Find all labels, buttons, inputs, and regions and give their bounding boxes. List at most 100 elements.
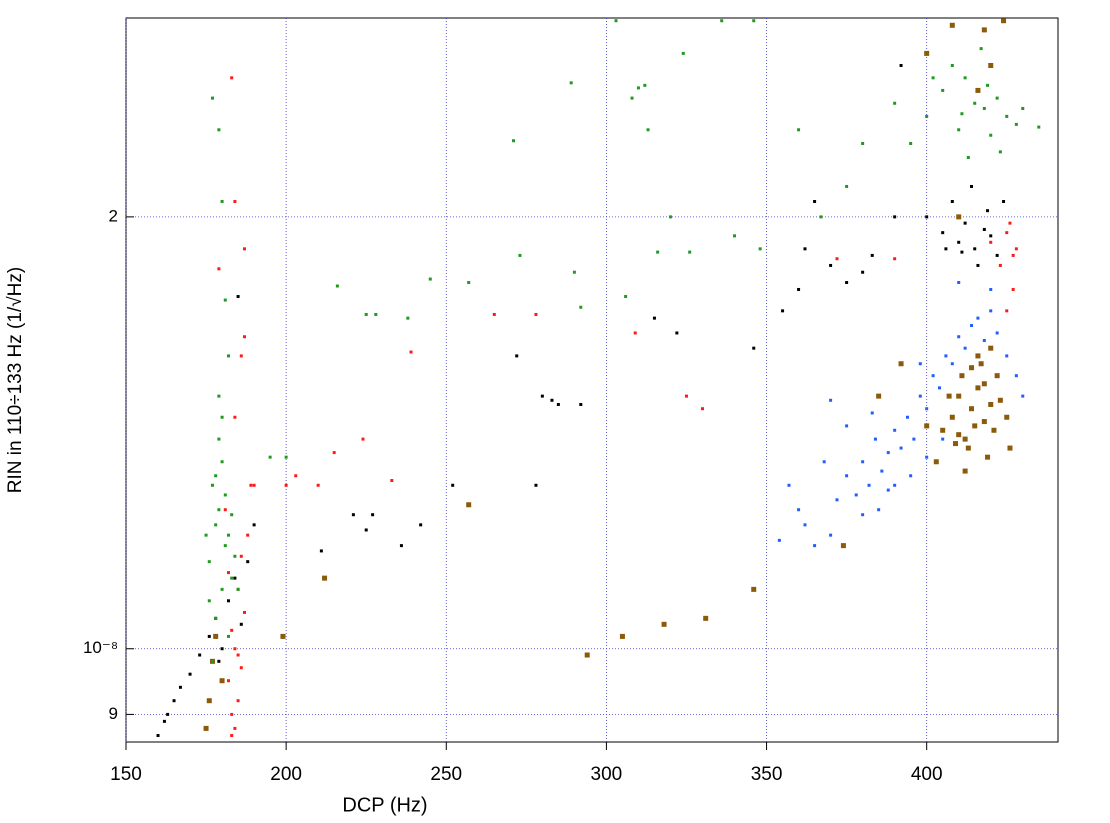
point	[572, 270, 576, 274]
point	[230, 576, 234, 580]
point	[700, 407, 704, 411]
point	[941, 231, 945, 235]
point	[991, 427, 997, 433]
point	[428, 277, 432, 281]
point	[997, 397, 1003, 403]
point	[899, 446, 903, 450]
point	[975, 353, 981, 359]
point	[813, 544, 817, 548]
point	[959, 373, 965, 379]
point	[972, 423, 978, 429]
point	[963, 76, 967, 80]
point	[466, 502, 472, 508]
point	[364, 312, 368, 316]
point	[989, 287, 993, 291]
point	[861, 141, 865, 145]
point	[989, 309, 993, 313]
point	[652, 316, 656, 320]
point	[960, 112, 964, 116]
point	[950, 63, 954, 67]
point	[944, 354, 948, 358]
point	[332, 451, 336, 455]
point	[1021, 106, 1025, 110]
point	[979, 47, 983, 51]
point	[419, 523, 423, 527]
point	[876, 393, 882, 399]
point	[940, 427, 946, 433]
point	[668, 215, 672, 219]
point	[777, 538, 781, 542]
point	[364, 528, 368, 532]
point	[210, 96, 214, 100]
point	[684, 394, 688, 398]
point	[230, 513, 234, 517]
point	[933, 459, 939, 465]
point	[223, 298, 227, 302]
point	[1011, 287, 1015, 291]
point	[556, 402, 560, 406]
point	[981, 27, 987, 33]
point	[998, 150, 1002, 154]
point	[230, 76, 234, 80]
point	[957, 240, 961, 244]
x-axis-label: DCP (Hz)	[342, 794, 427, 816]
point	[995, 253, 999, 257]
point	[1002, 199, 1006, 203]
point	[1005, 309, 1009, 313]
point	[226, 571, 230, 575]
point	[217, 394, 221, 398]
point	[956, 393, 962, 399]
point	[220, 587, 224, 591]
point	[970, 184, 974, 188]
point	[998, 263, 1002, 267]
point	[579, 305, 583, 309]
point	[867, 483, 871, 487]
point	[963, 346, 967, 350]
point	[210, 659, 214, 663]
point	[230, 734, 234, 738]
point	[975, 87, 981, 93]
point	[924, 423, 930, 429]
point	[953, 441, 959, 447]
point	[294, 474, 298, 478]
point	[252, 523, 256, 527]
point	[1005, 354, 1009, 358]
point	[965, 445, 971, 451]
point	[949, 414, 955, 420]
point	[969, 406, 975, 412]
point	[845, 424, 849, 428]
x-tick-label: 150	[110, 764, 142, 785]
point	[829, 533, 833, 537]
point	[835, 257, 839, 261]
point	[797, 128, 801, 132]
point	[781, 309, 785, 313]
point	[233, 576, 237, 580]
point	[226, 634, 230, 638]
point	[1014, 374, 1018, 378]
point	[656, 250, 660, 254]
point	[217, 128, 221, 132]
point	[268, 455, 272, 459]
point	[893, 215, 897, 219]
point	[960, 250, 964, 254]
point	[252, 483, 256, 487]
point	[223, 493, 227, 497]
point	[982, 339, 986, 343]
point	[675, 331, 679, 335]
point	[246, 533, 250, 537]
point	[912, 437, 916, 441]
point	[243, 610, 247, 614]
point	[1001, 18, 1007, 24]
point	[371, 513, 375, 517]
point	[870, 411, 874, 415]
point	[1005, 231, 1009, 235]
point	[579, 402, 583, 406]
point	[172, 699, 176, 703]
point	[819, 215, 823, 219]
point	[540, 394, 544, 398]
point	[226, 679, 230, 683]
point	[752, 346, 756, 350]
point	[284, 483, 288, 487]
